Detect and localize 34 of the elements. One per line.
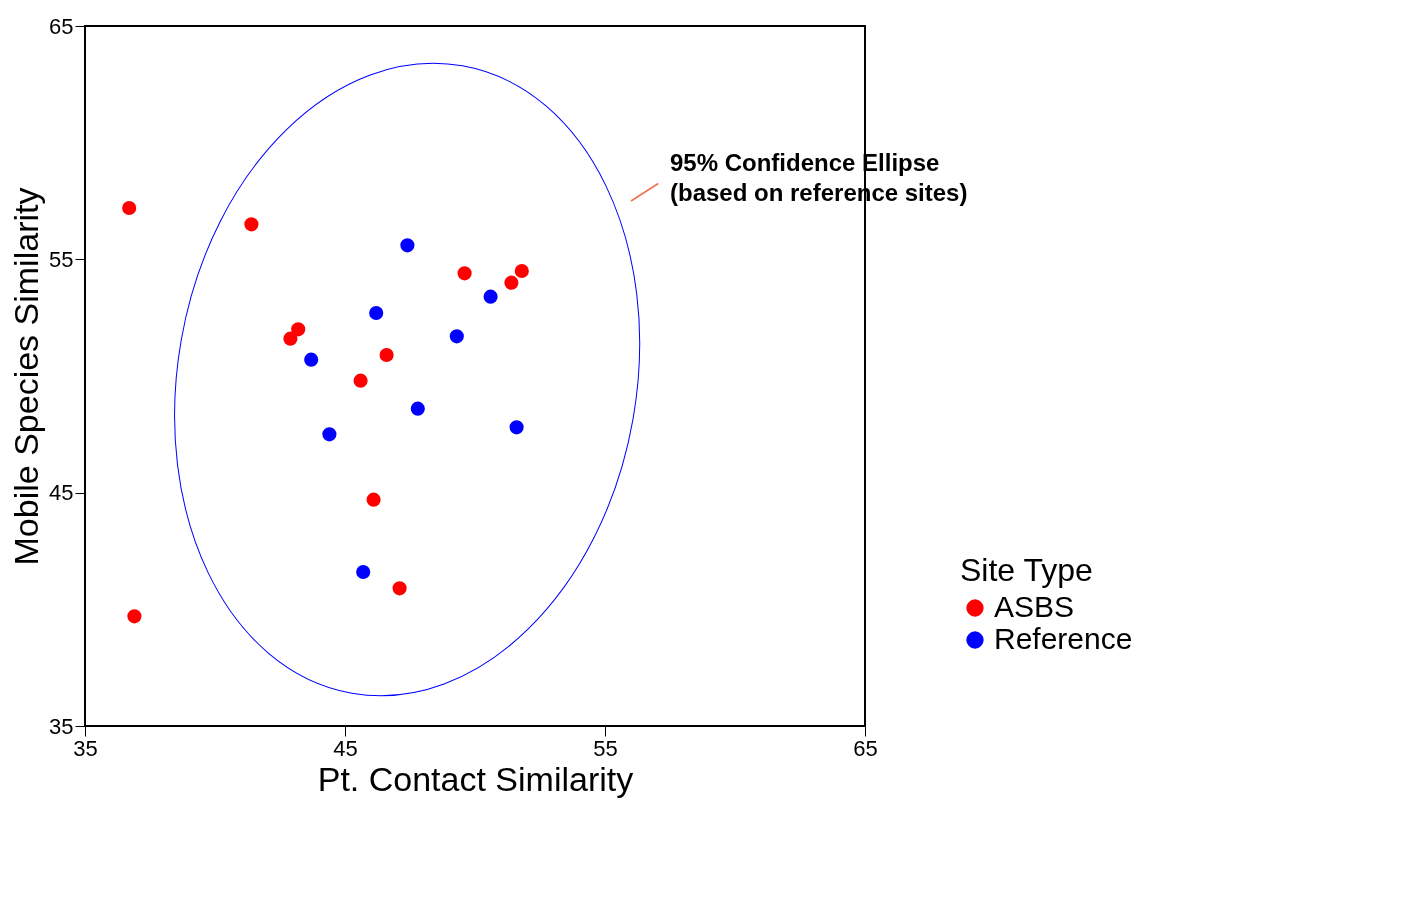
point — [366, 492, 381, 507]
point — [244, 217, 259, 232]
x-tick-label: 65 — [853, 735, 878, 761]
legend-title: Site Type — [960, 552, 1093, 588]
x-axis-title: Pt. Contact Similarity — [317, 759, 634, 798]
point — [410, 401, 425, 416]
point — [353, 373, 368, 388]
y-axis-title: Mobile Species Similarity — [7, 187, 46, 566]
point — [457, 266, 472, 281]
point — [400, 238, 415, 253]
point — [483, 289, 498, 304]
legend-label: ASBS — [994, 590, 1075, 623]
legend-label: Reference — [994, 622, 1133, 655]
point — [449, 329, 464, 344]
point — [369, 305, 384, 321]
point — [322, 427, 337, 442]
point — [504, 275, 519, 290]
x-tick-label: 35 — [73, 735, 98, 761]
y-tick-label: 45 — [49, 480, 74, 506]
point — [356, 564, 371, 580]
point — [392, 581, 407, 596]
y-tick-label: 55 — [49, 246, 74, 272]
y-tick-label: 35 — [49, 713, 74, 739]
point — [283, 331, 298, 346]
point — [379, 347, 394, 363]
point — [304, 352, 319, 367]
point — [122, 200, 137, 216]
point — [509, 420, 524, 435]
y-tick-label: 65 — [49, 13, 74, 39]
x-tick-label: 45 — [333, 735, 358, 761]
x-tick-label: 55 — [593, 735, 618, 761]
point — [514, 263, 529, 279]
point — [127, 609, 142, 624]
point — [291, 322, 306, 337]
